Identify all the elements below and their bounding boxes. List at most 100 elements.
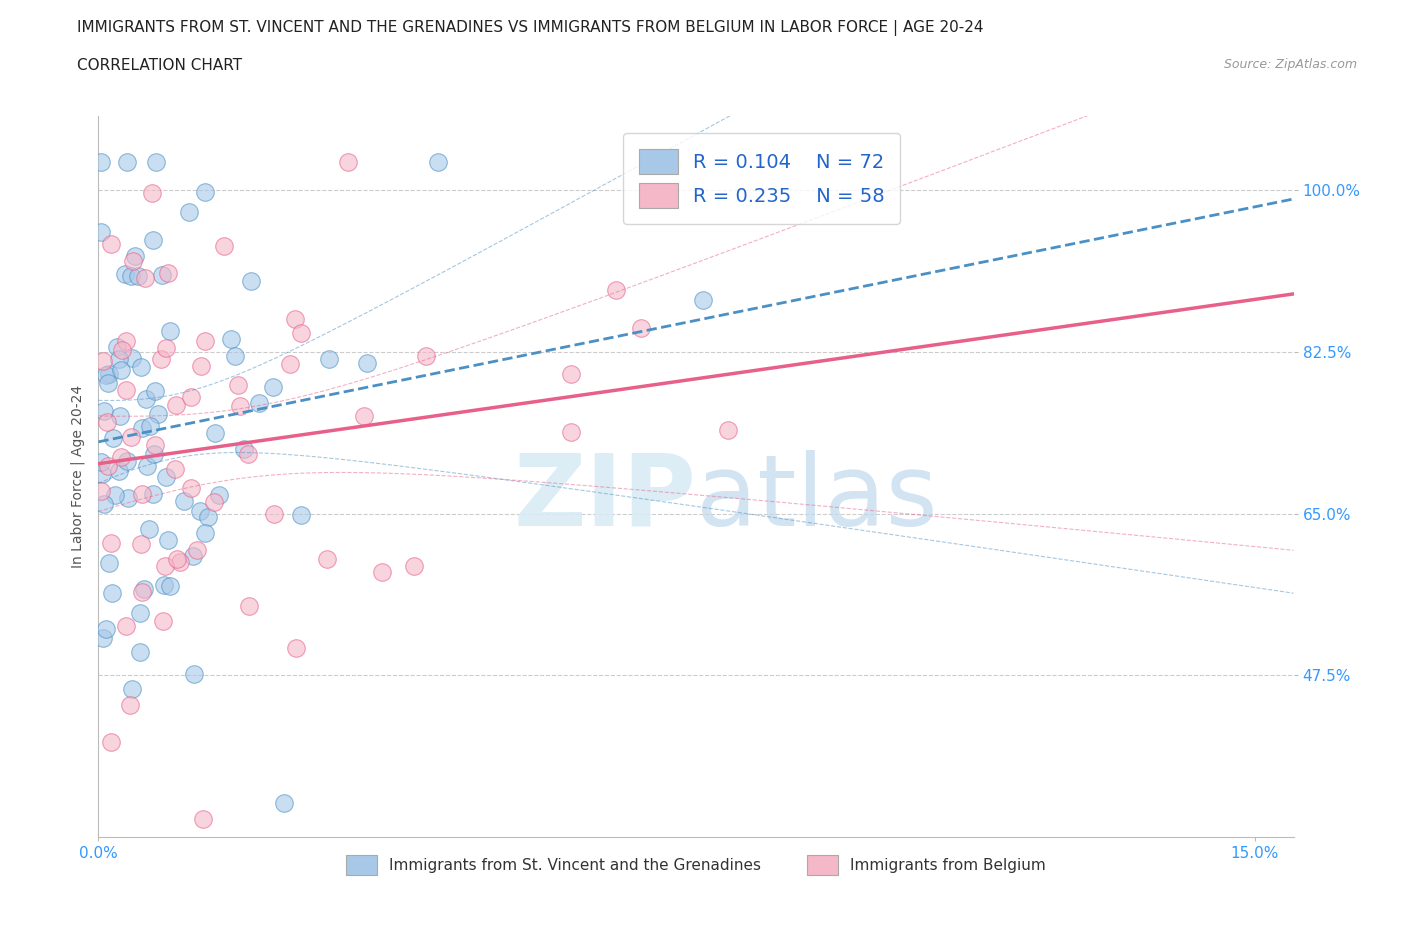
Point xyxy=(90,484,112,498)
Point xyxy=(157,533,180,548)
Text: ZIP: ZIP xyxy=(513,450,696,547)
Point xyxy=(94,368,117,383)
Point xyxy=(717,423,740,438)
Point xyxy=(135,392,157,406)
Point xyxy=(193,811,215,826)
Point xyxy=(129,606,152,621)
Point xyxy=(121,682,143,697)
Point xyxy=(127,269,149,284)
Point xyxy=(143,384,166,399)
Point xyxy=(124,249,146,264)
Point xyxy=(111,342,134,357)
Point xyxy=(149,352,172,366)
Point xyxy=(194,185,217,200)
Point xyxy=(402,558,425,573)
Point xyxy=(110,409,132,424)
Point xyxy=(90,224,112,239)
Point xyxy=(232,442,254,457)
Y-axis label: In Labor Force | Age 20-24: In Labor Force | Age 20-24 xyxy=(70,385,84,568)
Point xyxy=(247,395,270,410)
Point xyxy=(284,312,307,326)
Point xyxy=(155,340,177,355)
Point xyxy=(370,565,392,579)
Point xyxy=(173,493,195,508)
Point xyxy=(353,409,375,424)
Point xyxy=(117,454,139,469)
Point xyxy=(142,232,165,247)
Point xyxy=(110,363,132,378)
Point xyxy=(94,621,117,636)
Point xyxy=(239,273,262,288)
Point xyxy=(110,450,132,465)
Point xyxy=(238,599,260,614)
Point xyxy=(169,555,191,570)
Point xyxy=(107,463,129,478)
Point xyxy=(181,548,204,563)
Point xyxy=(122,254,145,269)
Point xyxy=(188,503,211,518)
Point xyxy=(100,535,122,550)
Point xyxy=(605,283,627,298)
Point xyxy=(98,366,121,381)
Point xyxy=(197,510,219,525)
Point xyxy=(131,486,153,501)
Point xyxy=(131,421,153,436)
Point xyxy=(337,155,360,170)
Point xyxy=(93,497,115,512)
Point xyxy=(97,458,120,473)
Point xyxy=(134,582,156,597)
Point xyxy=(263,507,285,522)
Point xyxy=(273,796,295,811)
Point xyxy=(166,551,188,566)
Point xyxy=(146,406,169,421)
Point xyxy=(143,438,166,453)
Text: atlas: atlas xyxy=(696,450,938,547)
Point xyxy=(224,349,246,364)
Point xyxy=(138,419,160,434)
Point xyxy=(180,481,202,496)
Point xyxy=(152,268,174,283)
Text: CORRELATION CHART: CORRELATION CHART xyxy=(77,58,242,73)
Point xyxy=(159,578,181,593)
Point xyxy=(560,366,582,381)
Point xyxy=(153,558,176,573)
Point xyxy=(165,398,187,413)
Point xyxy=(427,155,450,170)
Point xyxy=(115,333,138,348)
Point xyxy=(138,522,160,537)
Point xyxy=(202,495,225,510)
Point xyxy=(152,614,174,629)
Point xyxy=(115,155,138,170)
Point xyxy=(90,155,112,170)
Point xyxy=(117,490,139,505)
Point xyxy=(219,332,242,347)
Point xyxy=(630,321,652,336)
Point xyxy=(93,353,115,368)
Point xyxy=(165,461,187,476)
Point xyxy=(131,584,153,599)
Point xyxy=(356,355,378,370)
Point xyxy=(129,537,152,551)
Point xyxy=(143,446,166,461)
Point xyxy=(97,376,120,391)
Point xyxy=(692,292,714,307)
Point xyxy=(141,186,163,201)
Point xyxy=(415,349,437,364)
Point xyxy=(212,239,235,254)
Point xyxy=(228,399,250,414)
Point xyxy=(120,430,142,445)
Point xyxy=(153,578,176,592)
Point xyxy=(290,507,312,522)
Point xyxy=(135,458,157,473)
Point xyxy=(180,390,202,405)
Point xyxy=(131,359,153,374)
Point xyxy=(100,237,122,252)
Point xyxy=(183,666,205,681)
Point xyxy=(91,466,114,481)
Point xyxy=(96,415,118,430)
Point xyxy=(142,486,165,501)
Legend: Immigrants from St. Vincent and the Grenadines, Immigrants from Belgium: Immigrants from St. Vincent and the Gren… xyxy=(335,843,1057,887)
Point xyxy=(194,525,217,540)
Text: IMMIGRANTS FROM ST. VINCENT AND THE GRENADINES VS IMMIGRANTS FROM BELGIUM IN LAB: IMMIGRANTS FROM ST. VINCENT AND THE GREN… xyxy=(77,20,984,36)
Point xyxy=(290,326,312,341)
